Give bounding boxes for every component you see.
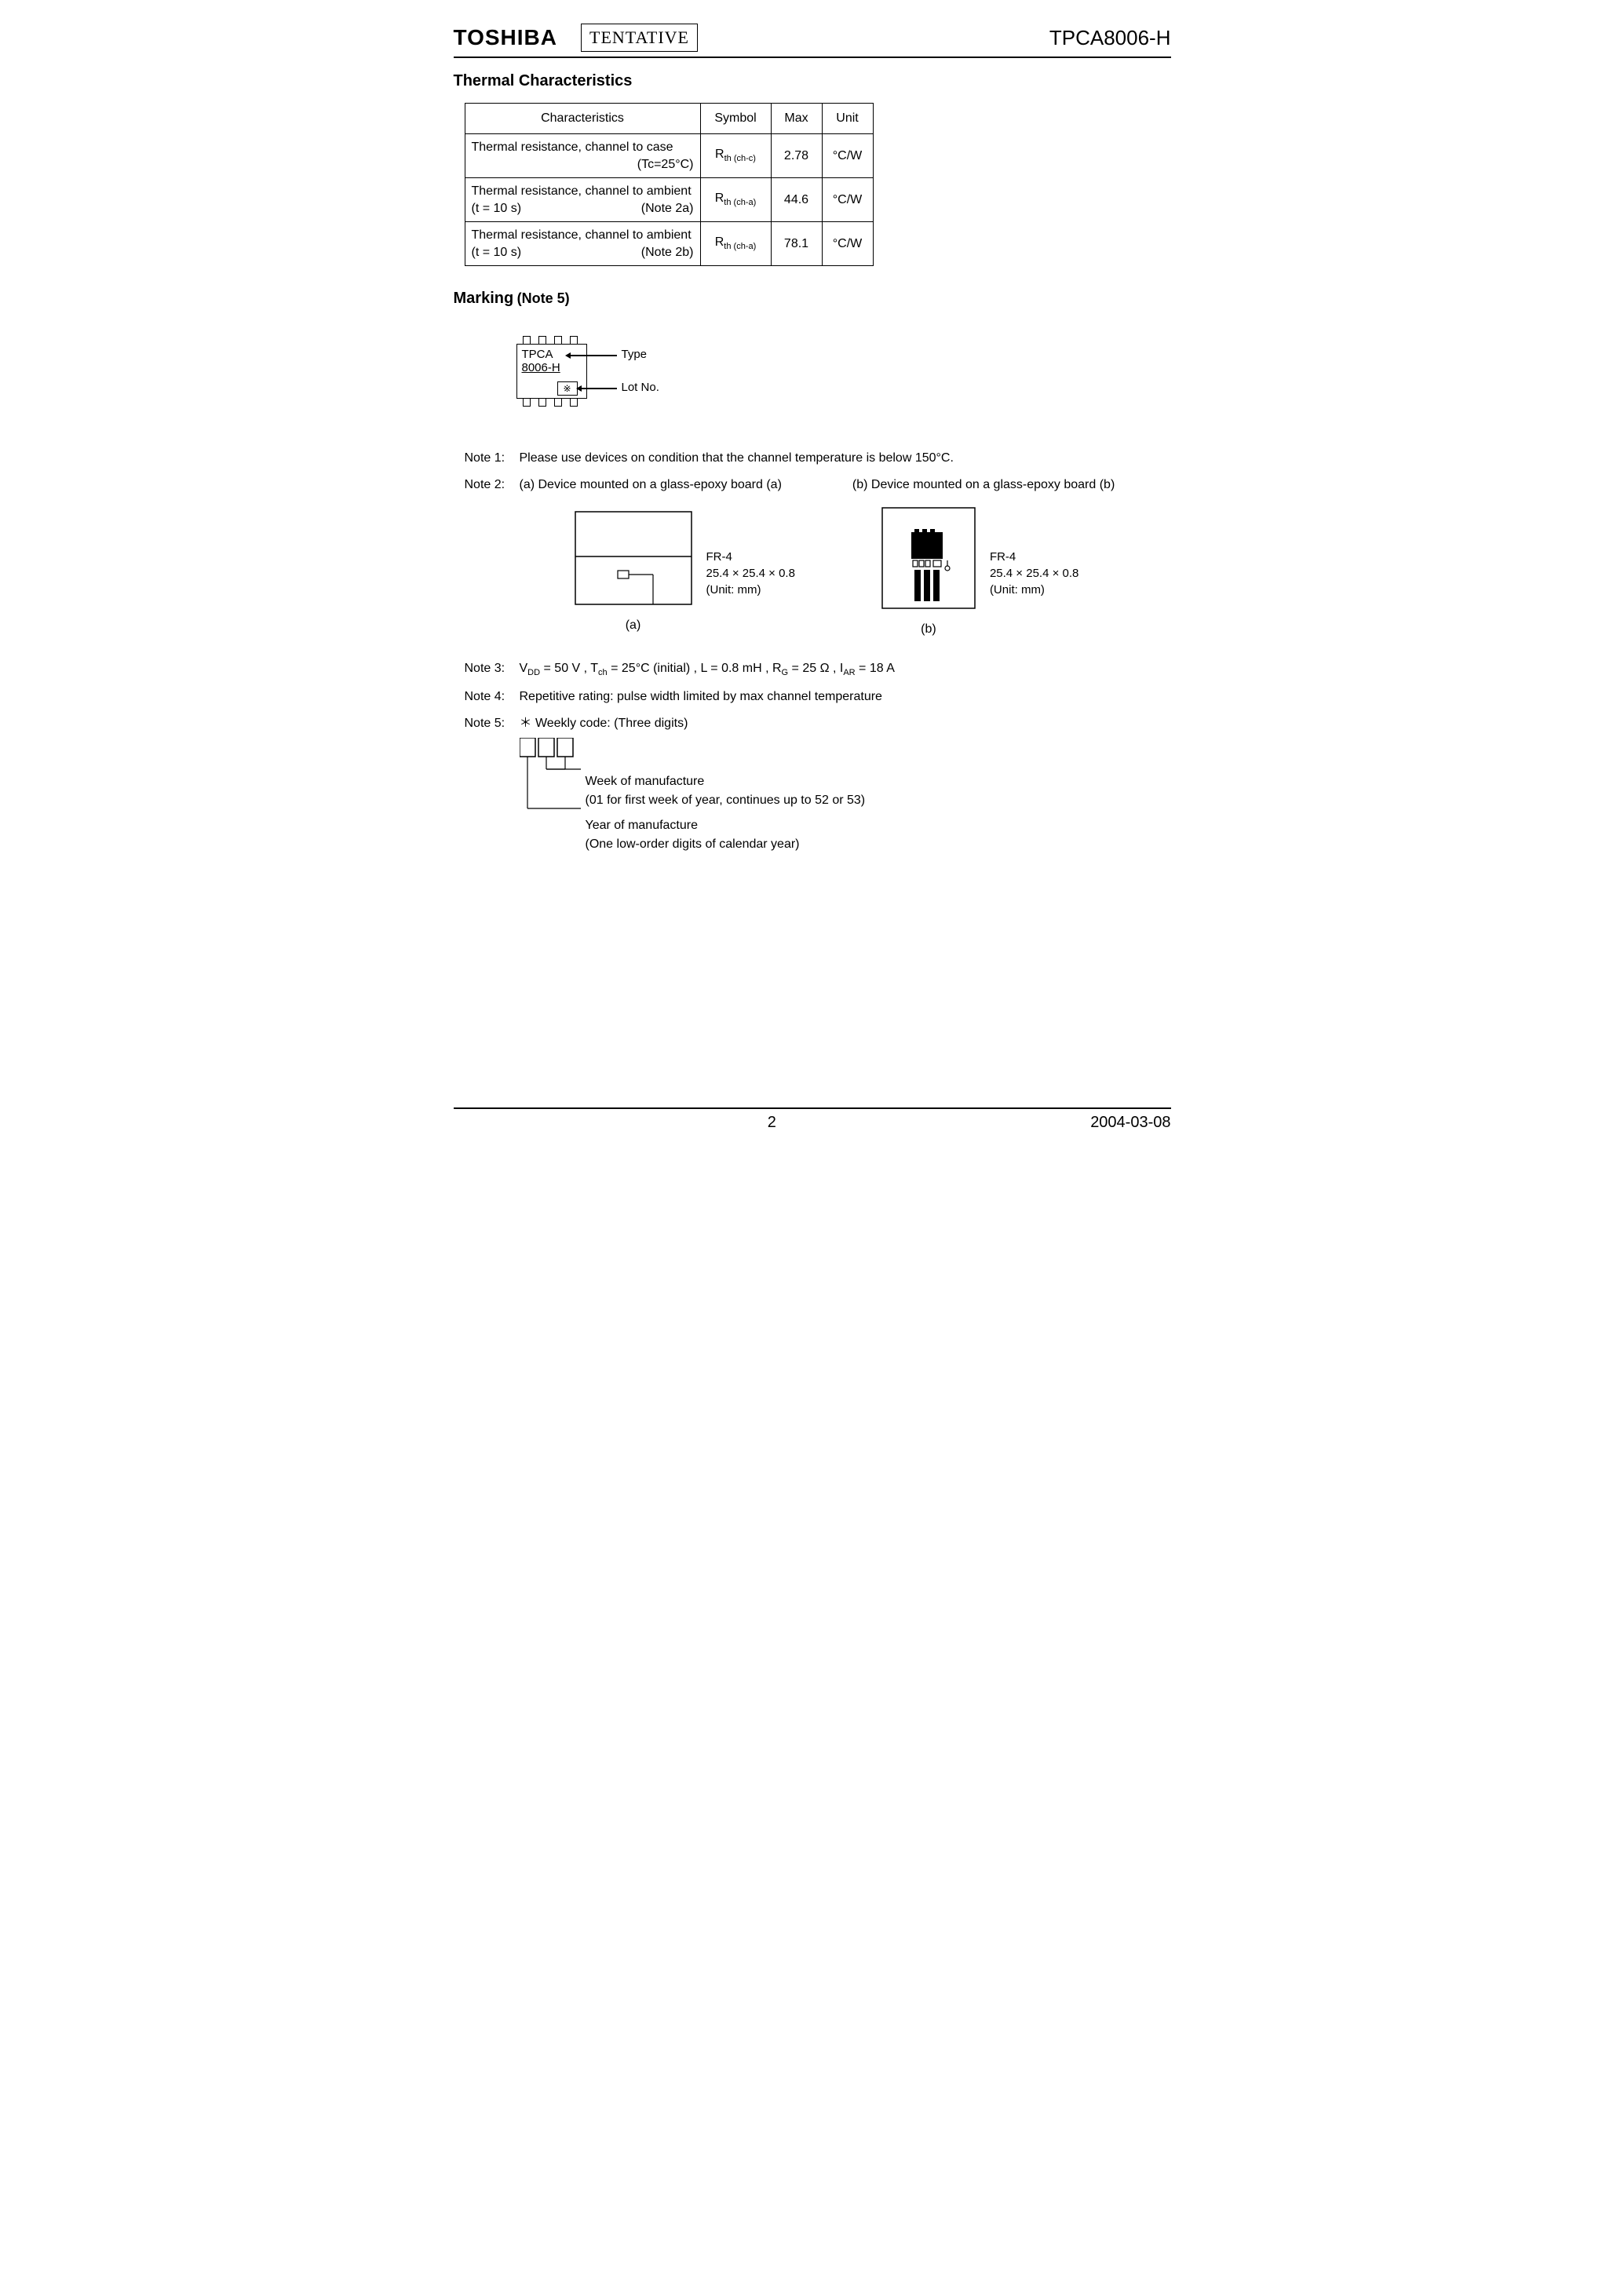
note-2: Note 2: (a) Device mounted on a glass-ep… (465, 476, 1171, 647)
chip-lead-icon (538, 336, 546, 344)
board-b-spec: FR-4 25.4 × 25.4 × 0.8 (Unit: mm) (990, 549, 1078, 598)
page-footer: 2 2004-03-08 (454, 1107, 1171, 1132)
char-right: (Tc=25°C) (472, 158, 694, 172)
note5-week-line1: Week of manufacture (586, 772, 923, 791)
char-line2: (t = 10 s) (Note 2b) (472, 246, 694, 260)
marking-diagram: TPCA 8006-H ※ Type Lot No. (501, 323, 705, 425)
note5-head: ＊ Weekly code: (Three digits) (520, 714, 1171, 733)
board-dims: 25.4 × 25.4 × 0.8 (706, 565, 795, 582)
note-3: Note 3: VDD = 50 V , Tch = 25°C (initial… (465, 659, 1171, 680)
board-a-spec: FR-4 25.4 × 25.4 × 0.8 (Unit: mm) (706, 549, 795, 598)
char-right: (Note 2b) (641, 246, 694, 260)
board-fr4: FR-4 (706, 549, 795, 565)
cell-unit: °C/W (822, 134, 873, 178)
board-dims: 25.4 × 25.4 × 0.8 (990, 565, 1078, 582)
board-fr4: FR-4 (990, 549, 1078, 565)
board-a: (a) FR-4 25.4 × 25.4 × 0.8 (Unit: mm) (575, 507, 795, 639)
note-1: Note 1: Please use devices on condition … (465, 449, 1171, 468)
chip-lead-icon (538, 399, 546, 407)
board-b-icon (881, 507, 976, 609)
callout-type-label: Type (622, 348, 648, 361)
note-body: (a) Device mounted on a glass-epoxy boar… (520, 476, 1171, 647)
note-tag: Note 1: (465, 449, 520, 468)
note-body: VDD = 50 V , Tch = 25°C (initial) , L = … (520, 659, 1171, 680)
char-right: (Note 2a) (641, 202, 694, 216)
cell-max: 44.6 (771, 178, 822, 222)
cell-max: 2.78 (771, 134, 822, 178)
board-a-caption: (a) (575, 616, 692, 635)
cell-unit: °C/W (822, 222, 873, 266)
board-unit: (Unit: mm) (990, 582, 1078, 598)
note5-year-line2: (One low-order digits of calendar year) (586, 835, 923, 854)
marking-note-ref: (Note 5) (517, 290, 570, 306)
note-tag: Note 3: (465, 659, 520, 680)
cell-characteristics: Thermal resistance, channel to ambient (t… (465, 178, 700, 222)
part-number: TPCA8006-H (1049, 26, 1171, 50)
board-diagrams-row: (a) FR-4 25.4 × 25.4 × 0.8 (Unit: mm) (575, 507, 1171, 639)
note-4: Note 4: Repetitive rating: pulse width l… (465, 688, 1171, 706)
table-row: Thermal resistance, channel to case (Tc=2… (465, 134, 873, 178)
note-5: Note 5: ＊ Weekly code: (Three digits) (465, 714, 1171, 942)
tentative-badge: TENTATIVE (581, 24, 698, 52)
cell-characteristics: Thermal resistance, channel to case (Tc=2… (465, 134, 700, 178)
note-tag: Note 5: (465, 714, 520, 942)
chip-lead-icon (570, 399, 578, 407)
chip-lead-icon (554, 399, 562, 407)
board-unit: (Unit: mm) (706, 582, 795, 598)
callout-lotno-label: Lot No. (622, 381, 659, 394)
callout-line-icon (570, 355, 617, 356)
thermal-section-title: Thermal Characteristics (454, 72, 1171, 90)
chip-lead-icon (554, 336, 562, 344)
char-line1: Thermal resistance, channel to ambient (472, 228, 694, 243)
page-number: 2 (768, 1114, 776, 1132)
cell-characteristics: Thermal resistance, channel to ambient (t… (465, 222, 700, 266)
board-b-caption: (b) (881, 620, 976, 639)
table-row: Thermal resistance, channel to ambient (t… (465, 222, 873, 266)
char-line2: (t = 10 s) (Note 2a) (472, 202, 694, 216)
chip-lead-icon (523, 336, 531, 344)
char-line1: Thermal resistance, channel to ambient (472, 184, 694, 199)
note2-a-text: (a) Device mounted on a glass-epoxy boar… (520, 476, 782, 494)
cell-unit: °C/W (822, 178, 873, 222)
toshiba-logo: TOSHIBA (454, 25, 558, 50)
board-a-icon (575, 511, 692, 605)
chip-text-line2: 8006-H (522, 361, 582, 374)
note-body: Repetitive rating: pulse width limited b… (520, 688, 1171, 706)
notes-block: Note 1: Please use devices on condition … (465, 449, 1171, 942)
note-tag: Note 4: (465, 688, 520, 706)
footer-date: 2004-03-08 (1090, 1114, 1170, 1132)
table-header-row: Characteristics Symbol Max Unit (465, 104, 873, 134)
char-left: (t = 10 s) (472, 246, 522, 260)
callout-line-icon (581, 388, 617, 389)
chip-lead-icon (523, 399, 531, 407)
note-body: ＊ Weekly code: (Three digits) (520, 714, 1171, 942)
note2-b-text: (b) Device mounted on a glass-epoxy boar… (852, 476, 1115, 494)
thermal-characteristics-table: Characteristics Symbol Max Unit Thermal … (465, 103, 874, 266)
cell-symbol: Rth (ch-c) (700, 134, 771, 178)
page-header: TOSHIBA TENTATIVE TPCA8006-H (454, 24, 1171, 58)
note5-week-line2: (01 for first week of year, continues up… (586, 791, 923, 810)
marking-title-text: Marking (454, 290, 514, 307)
chip-lead-icon (570, 336, 578, 344)
marking-section-title: Marking (Note 5) (454, 290, 1171, 308)
col-unit: Unit (822, 104, 873, 134)
cell-max: 78.1 (771, 222, 822, 266)
note5-year-line1: Year of manufacture (586, 816, 923, 835)
lotno-box: ※ (557, 381, 578, 396)
char-left: (t = 10 s) (472, 202, 522, 216)
note-tag: Note 2: (465, 476, 520, 647)
table-row: Thermal resistance, channel to ambient (t… (465, 178, 873, 222)
cell-symbol: Rth (ch-a) (700, 222, 771, 266)
col-symbol: Symbol (700, 104, 771, 134)
cell-symbol: Rth (ch-a) (700, 178, 771, 222)
board-b: (b) FR-4 25.4 × 25.4 × 0.8 (Unit: mm) (881, 507, 1078, 639)
char-line1: Thermal resistance, channel to case (472, 140, 694, 155)
note-body: Please use devices on condition that the… (520, 449, 1171, 468)
col-characteristics: Characteristics (465, 104, 700, 134)
col-max: Max (771, 104, 822, 134)
note5-diagram: Week of manufacture (01 for first week o… (520, 738, 1171, 942)
